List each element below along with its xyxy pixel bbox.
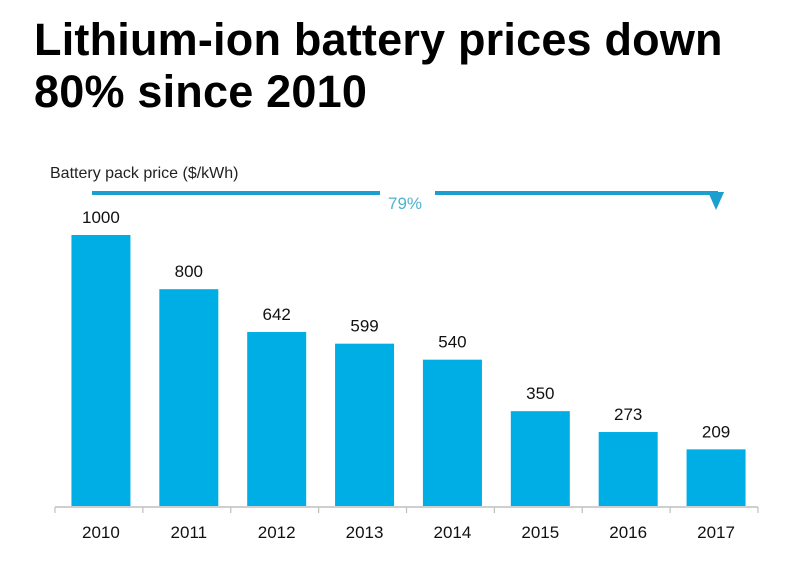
x-tick-label-2010: 2010 xyxy=(82,523,120,542)
arrow-head-icon xyxy=(708,192,725,210)
data-label-2012: 642 xyxy=(263,305,291,324)
x-tick-label-2012: 2012 xyxy=(258,523,296,542)
page-title: Lithium-ion battery prices down 80% sinc… xyxy=(34,14,723,117)
bar-2013 xyxy=(335,343,395,506)
y-axis-label: Battery pack price ($/kWh) xyxy=(50,165,239,182)
x-tick-label-2014: 2014 xyxy=(434,523,472,542)
decline-percent-label: 79% xyxy=(388,194,422,213)
data-label-2013: 599 xyxy=(350,317,378,336)
bars: 1000 800 642 599 540 350 273 209 xyxy=(71,208,746,506)
bar-2010 xyxy=(71,235,131,506)
x-tick-label-2017: 2017 xyxy=(697,523,735,542)
x-tick-label-2013: 2013 xyxy=(346,523,384,542)
x-tick-label-2015: 2015 xyxy=(521,523,559,542)
bar-2012 xyxy=(247,332,307,506)
bar-2011 xyxy=(159,289,219,506)
bar-2017 xyxy=(686,449,746,506)
data-label-2011: 800 xyxy=(175,262,203,281)
x-tick-label-2016: 2016 xyxy=(609,523,647,542)
bar-2015 xyxy=(510,411,570,506)
data-label-2017: 209 xyxy=(702,422,730,441)
data-label-2015: 350 xyxy=(526,384,554,403)
x-axis: 2010 2011 2012 2013 2014 2015 2016 2017 xyxy=(54,506,759,542)
decline-annotation: 79% xyxy=(92,191,725,213)
data-label-2016: 273 xyxy=(614,405,642,424)
x-tick-label-2011: 2011 xyxy=(171,523,208,542)
bar-2016 xyxy=(598,432,658,506)
data-label-2010: 1000 xyxy=(82,208,120,227)
bar-2014 xyxy=(422,359,482,506)
data-label-2014: 540 xyxy=(438,333,466,352)
